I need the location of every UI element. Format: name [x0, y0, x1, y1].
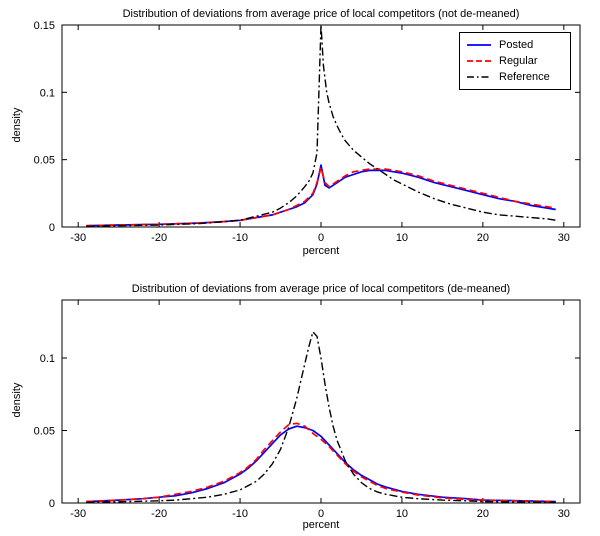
x-tick-label: -20: [151, 508, 167, 520]
bottom-chart-canvas: -30 -20 -10 0 10 20 30 0 0.05 0.1: [34, 299, 581, 520]
series-line-reference: [86, 24, 556, 227]
posted-line-sample-icon: [467, 44, 491, 46]
regular-line-sample-icon: [467, 60, 491, 62]
x-tick-label: 20: [477, 232, 489, 244]
x-tick-label: -30: [70, 232, 86, 244]
x-tick-label: 0: [318, 508, 324, 520]
y-tick-label: 0.15: [34, 20, 55, 32]
x-tick-label: -30: [70, 508, 86, 520]
y-tick-label: 0.1: [40, 353, 55, 365]
legend-label-posted: Posted: [499, 38, 534, 51]
series-line-posted: [86, 164, 556, 227]
axes-box: [61, 299, 581, 504]
y-tick-label: 0.05: [34, 155, 55, 167]
legend: Posted Regular Reference: [459, 32, 571, 90]
legend-label-regular: Regular: [499, 54, 538, 67]
series-line-regular: [86, 422, 556, 503]
x-tick-label: -10: [232, 508, 248, 520]
legend-entry-posted: Posted: [466, 37, 564, 53]
bottom-x-axis-label: percent: [302, 519, 340, 531]
reference-line-sample-icon: [467, 76, 491, 78]
y-tick-label: 0: [49, 498, 55, 510]
y-tick-label: 0.1: [40, 87, 55, 99]
x-tick-label: -10: [232, 232, 248, 244]
y-tick-label: 0: [49, 222, 55, 234]
legend-label-reference: Reference: [499, 70, 550, 83]
legend-entry-reference: Reference: [466, 69, 564, 85]
bottom-chart-title: Distribution of deviations from average …: [131, 283, 511, 295]
legend-entry-regular: Regular: [466, 53, 564, 69]
y-tick-label: 0.05: [34, 426, 55, 438]
x-tick-label: -20: [151, 232, 167, 244]
series-line-regular: [86, 166, 556, 227]
x-tick-label: 10: [396, 508, 408, 520]
series-line-posted: [86, 425, 556, 503]
top-chart-title: Distribution of deviations from average …: [122, 8, 520, 20]
x-tick-label: 10: [396, 232, 408, 244]
series-line-reference: [86, 331, 556, 503]
top-chart-canvas: -30 -20 -10 0 10 20 30 0 0.05 0.1 0.15: [34, 20, 581, 244]
top-x-axis-label: percent: [302, 245, 340, 257]
x-tick-label: 0: [318, 232, 324, 244]
x-tick-label: 20: [477, 508, 489, 520]
x-tick-label: 30: [558, 232, 570, 244]
x-tick-label: 30: [558, 508, 570, 520]
